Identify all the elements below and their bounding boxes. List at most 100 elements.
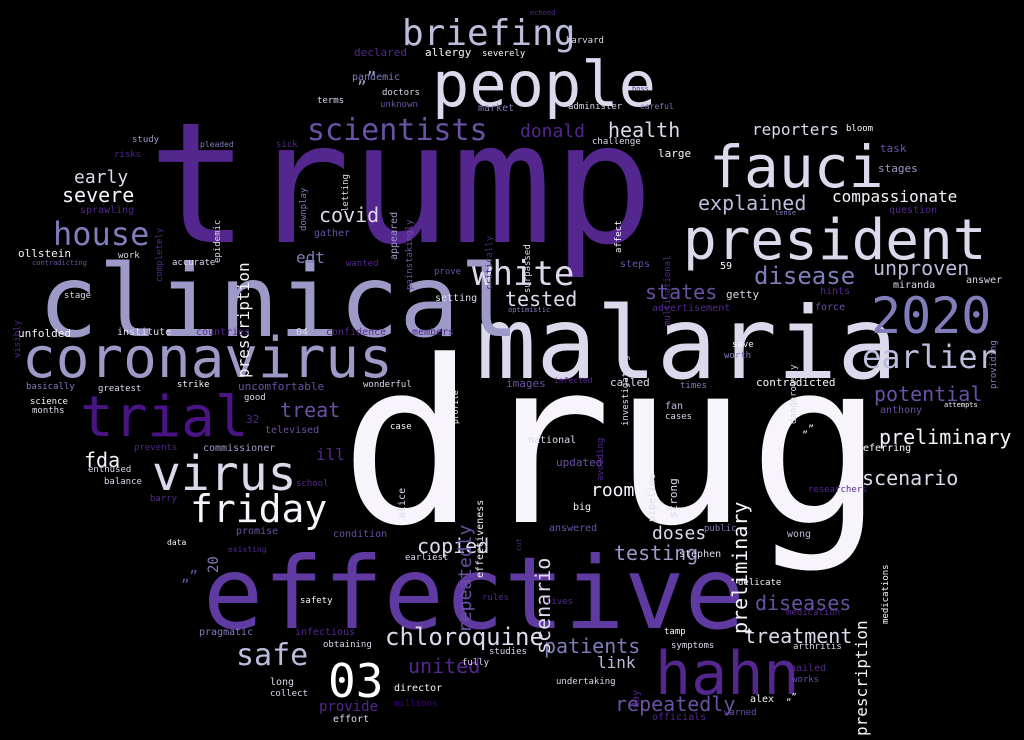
word-treatment: repeatedly (615, 692, 736, 716)
word-medication: medication (786, 608, 841, 618)
word-provide: provide (319, 699, 379, 715)
word-answer: answer (966, 275, 1003, 286)
word-advertisement: advertisement (652, 303, 731, 314)
word-critically: critically (485, 235, 495, 290)
word-fda: covid (319, 203, 380, 227)
word-worth: worth (724, 351, 752, 361)
word-avoiding: avoiding (596, 437, 606, 481)
word-sprawling: sprawling (80, 205, 135, 216)
word-attempts: attempts (944, 401, 978, 409)
word-enthused: enthused (88, 465, 132, 475)
word-quote-mark-2: „” (181, 569, 198, 585)
word-study: study (132, 135, 160, 145)
word-boss: boss (632, 85, 649, 93)
word-wong: wong (787, 529, 812, 540)
word-copied: diseases (755, 591, 852, 615)
word-quote-mark: „” (357, 68, 377, 87)
word-times: times (680, 381, 708, 391)
word-prescription: prescription (234, 262, 253, 378)
word-appeared: appeared (389, 211, 400, 260)
word-week: edt (296, 248, 325, 267)
word-long: long (270, 677, 295, 688)
word-referring: referring (857, 443, 912, 454)
word-task: task (880, 142, 907, 155)
word-challenge: challenge (592, 137, 641, 147)
word-reporters: reporters (752, 120, 839, 139)
word-rules: rules (482, 593, 510, 603)
word-trump: trump (148, 86, 654, 282)
word-people: people (432, 48, 656, 121)
word-barry: barry (150, 494, 178, 504)
word-virus: virus (152, 446, 297, 502)
word-tamp: tamp (664, 627, 686, 637)
word-19: ill (316, 445, 345, 464)
word-alice: alice (397, 487, 408, 518)
word-united: preliminary (879, 425, 1012, 449)
word-delicate: delicate (738, 578, 782, 588)
word-repeatedly: repeatedly (455, 524, 476, 633)
word-ollstein: ollstein (18, 247, 71, 260)
word-careful: careful (640, 102, 674, 111)
word-undertaking: undertaking (556, 677, 616, 687)
word-infectious: infectious (295, 627, 356, 638)
word-national: national (528, 435, 577, 446)
word-large: large (658, 147, 692, 160)
word-called: called (610, 376, 650, 389)
word-malaria: malaria (476, 285, 898, 402)
word-pandemic: pandemic (352, 72, 401, 83)
word-states: donald (520, 121, 586, 142)
word-echoed: echoed (530, 9, 556, 17)
word-wanted: wanted (346, 259, 379, 269)
word-letting: letting (341, 174, 351, 212)
word-prevents: prevents (134, 443, 178, 453)
word-researchers: researchers (808, 485, 868, 495)
word-countries: countries (196, 327, 251, 338)
word-infected: infected (554, 376, 593, 385)
word-warned: warned (724, 708, 757, 718)
word-steps: steps (620, 259, 651, 270)
word-basically: basically (26, 382, 75, 392)
word-told: prescription (852, 620, 871, 736)
word-drug: drug (340, 313, 885, 576)
word-force: force (815, 302, 846, 313)
word-chloroquine: chloroquine (385, 623, 544, 651)
word-alex: alex (750, 694, 775, 705)
word-completely: completely (155, 227, 165, 282)
word-safety: safety (300, 596, 333, 606)
word-greatest: greatest (98, 384, 142, 394)
word-good: good (244, 393, 266, 403)
word-white: white (472, 254, 575, 294)
word-patients: treatment (744, 624, 853, 648)
word-updated: updated (556, 456, 603, 469)
word-work: work (118, 251, 140, 261)
word-ill: united (408, 654, 481, 678)
word-fairly: link (597, 653, 636, 672)
word-risks: risks (114, 150, 142, 160)
word-link: room (591, 480, 635, 501)
word-question: question (889, 205, 938, 216)
word-day: day (631, 689, 642, 708)
word-coronavirus: coronavirus (22, 326, 393, 391)
word-unknown: unknown (380, 100, 418, 110)
word-sick: sick (276, 140, 298, 150)
word-millions: millions (394, 699, 438, 709)
word-president: president (683, 208, 987, 273)
word-hints: hints (820, 286, 851, 297)
word-severely: severely (482, 49, 526, 59)
word-declared: declared (354, 46, 407, 59)
word-effective: effective (203, 535, 745, 652)
word-members: members (412, 327, 455, 338)
word-big: big (573, 502, 592, 513)
word-institute: institute (117, 327, 172, 338)
word-months: months (32, 406, 65, 416)
word-house: house (53, 215, 150, 253)
word-tense: tense (775, 209, 797, 217)
word-safe: safe (236, 638, 309, 673)
word-providing: providing (989, 340, 999, 389)
word-early: early (74, 167, 129, 188)
word-public: public (704, 524, 737, 534)
word-save: save (732, 340, 754, 350)
word-doctors: doctors (382, 88, 420, 98)
word-arthritis: arthritis (793, 642, 842, 652)
word-accurate: accurate (172, 258, 216, 268)
